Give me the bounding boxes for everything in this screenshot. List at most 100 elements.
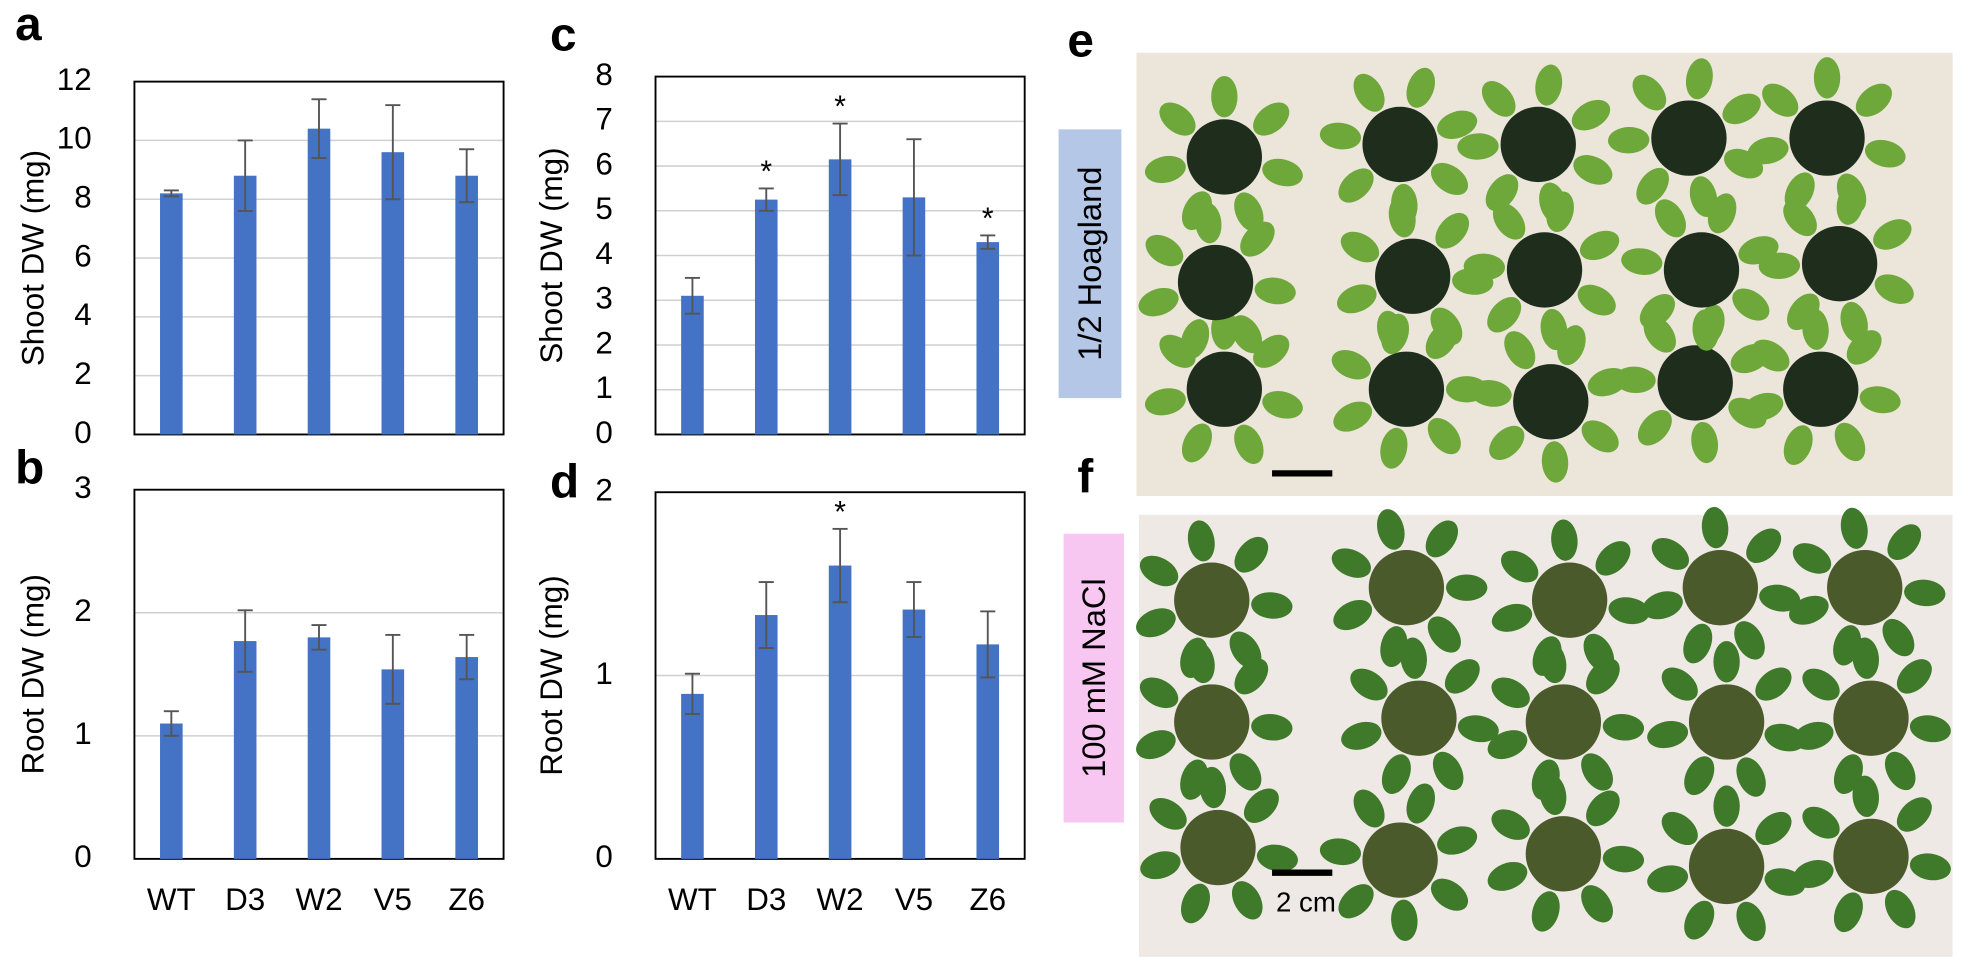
leaf <box>1551 519 1578 561</box>
leaf <box>1445 574 1488 601</box>
leaf <box>1353 789 1385 828</box>
chart: 0 1 2 3b Root DW (mg) WT D3 W2 V5 Z6 <box>15 441 505 917</box>
leaf <box>1579 230 1620 261</box>
leaf <box>1180 319 1210 360</box>
leaf <box>1253 102 1290 136</box>
leaf <box>1541 441 1569 483</box>
photo-caption: 1/2 Hoagland <box>1071 167 1108 361</box>
leaf <box>1595 541 1631 576</box>
leaf <box>1802 806 1840 839</box>
y-tick-label: 1 <box>595 656 612 691</box>
plug <box>1180 809 1256 886</box>
plug <box>1174 684 1250 760</box>
leaf <box>1256 844 1298 872</box>
leaf <box>1896 659 1932 694</box>
bar <box>233 641 257 859</box>
leaf <box>1802 668 1840 701</box>
leaf <box>1145 234 1184 267</box>
leaf <box>1586 658 1620 695</box>
plug <box>1682 549 1758 626</box>
leaf <box>1430 307 1463 345</box>
bar <box>233 175 257 435</box>
bar <box>902 609 926 859</box>
leaf <box>1654 199 1686 238</box>
leaf <box>1504 331 1536 370</box>
leaf <box>1833 892 1863 933</box>
panel-letter: c <box>550 8 577 61</box>
bar <box>160 723 183 859</box>
leaf <box>1181 423 1213 463</box>
bar <box>307 637 331 859</box>
leaf <box>1586 790 1620 827</box>
leaf <box>1746 528 1782 564</box>
x-tick-label: W2 <box>295 882 342 917</box>
plug <box>1186 351 1263 427</box>
leaf <box>1661 811 1698 846</box>
leaf <box>1430 878 1469 911</box>
leaf <box>1859 386 1901 414</box>
leaf <box>1614 366 1656 394</box>
leaf <box>1713 785 1740 827</box>
bar <box>455 657 478 859</box>
leaf <box>1581 885 1613 923</box>
leaf <box>1787 293 1820 331</box>
leaf <box>1319 122 1362 150</box>
leaf <box>1713 641 1740 683</box>
plug <box>1186 119 1263 195</box>
leaf <box>1734 621 1765 660</box>
y-axis-title: Shoot DW (mg) <box>534 147 569 363</box>
leaf <box>1251 592 1293 619</box>
bar <box>681 693 704 859</box>
leaf <box>1789 595 1829 625</box>
y-axis-title: Root DW (mg) <box>16 574 51 774</box>
leaf <box>1435 212 1470 249</box>
leaf <box>1430 162 1469 196</box>
leaf <box>1736 901 1766 942</box>
leaf <box>1391 183 1418 226</box>
y-tick-label: 4 <box>74 297 91 332</box>
y-tick-label: 1 <box>74 716 91 751</box>
plug <box>1827 549 1903 626</box>
leaf <box>1852 775 1880 817</box>
leaf <box>1884 889 1916 929</box>
leaf <box>1909 853 1951 881</box>
leaf <box>1144 155 1186 184</box>
leaf <box>1882 618 1915 657</box>
y-tick-label: 2 <box>595 325 612 360</box>
leaf <box>1540 308 1568 351</box>
plug <box>1688 684 1765 760</box>
bar <box>902 197 926 435</box>
leaf <box>1684 900 1715 940</box>
plug <box>1651 100 1727 176</box>
y-tick-label: 3 <box>74 470 91 505</box>
leaf <box>1762 83 1799 117</box>
leaf <box>1231 315 1263 354</box>
leaf <box>1138 287 1179 317</box>
leaf <box>1742 392 1784 421</box>
leaf <box>1758 252 1801 279</box>
y-tick-label: 1 <box>595 370 612 405</box>
y-tick-label: 8 <box>595 57 612 92</box>
plug <box>1177 244 1254 321</box>
bar <box>828 565 852 859</box>
leaf <box>1444 659 1480 694</box>
leaf <box>1353 73 1385 112</box>
leaf <box>1487 297 1522 333</box>
x-tick-label: V5 <box>895 882 933 917</box>
leaf <box>1470 380 1512 407</box>
leaf <box>1331 350 1372 380</box>
leaf <box>1400 637 1427 679</box>
x-tick-label: Z6 <box>969 882 1006 917</box>
leaf <box>1904 579 1946 607</box>
leaf <box>1792 543 1832 574</box>
leaf <box>1491 677 1530 709</box>
leaf <box>1873 219 1912 250</box>
plug <box>1368 549 1445 626</box>
leaf <box>1338 884 1374 919</box>
leaf <box>1432 751 1464 791</box>
x-tick-label: D3 <box>225 882 265 917</box>
leaf <box>1539 182 1567 224</box>
y-tick-label: 4 <box>595 236 612 271</box>
leaf <box>1759 584 1801 612</box>
chart: 0 2 4 6 8 10 12 a Shoot DW (mg) <box>15 0 505 450</box>
